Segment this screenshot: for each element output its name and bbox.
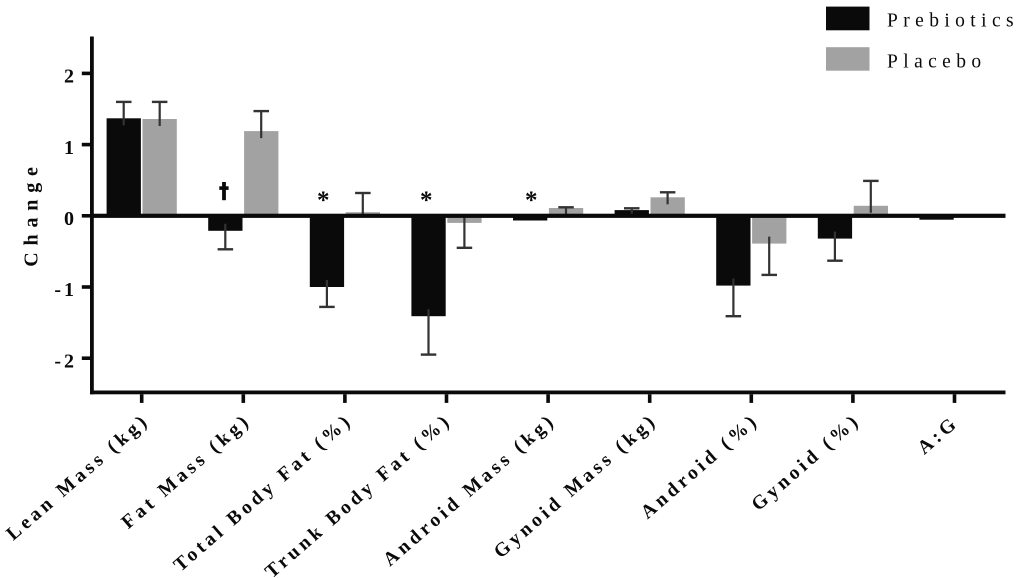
svg-text:Prebiotics: Prebiotics bbox=[887, 11, 1019, 32]
svg-text:Placebo: Placebo bbox=[887, 52, 987, 73]
svg-text:-1: -1 bbox=[54, 279, 77, 301]
svg-text:1: 1 bbox=[64, 137, 77, 159]
svg-text:*: * bbox=[317, 187, 330, 214]
svg-text:-2: -2 bbox=[54, 350, 77, 372]
svg-text:*: * bbox=[420, 187, 433, 214]
svg-text:2: 2 bbox=[64, 66, 77, 88]
svg-text:Change: Change bbox=[21, 160, 43, 266]
svg-text:*: * bbox=[525, 187, 538, 214]
svg-text:0: 0 bbox=[64, 208, 77, 230]
